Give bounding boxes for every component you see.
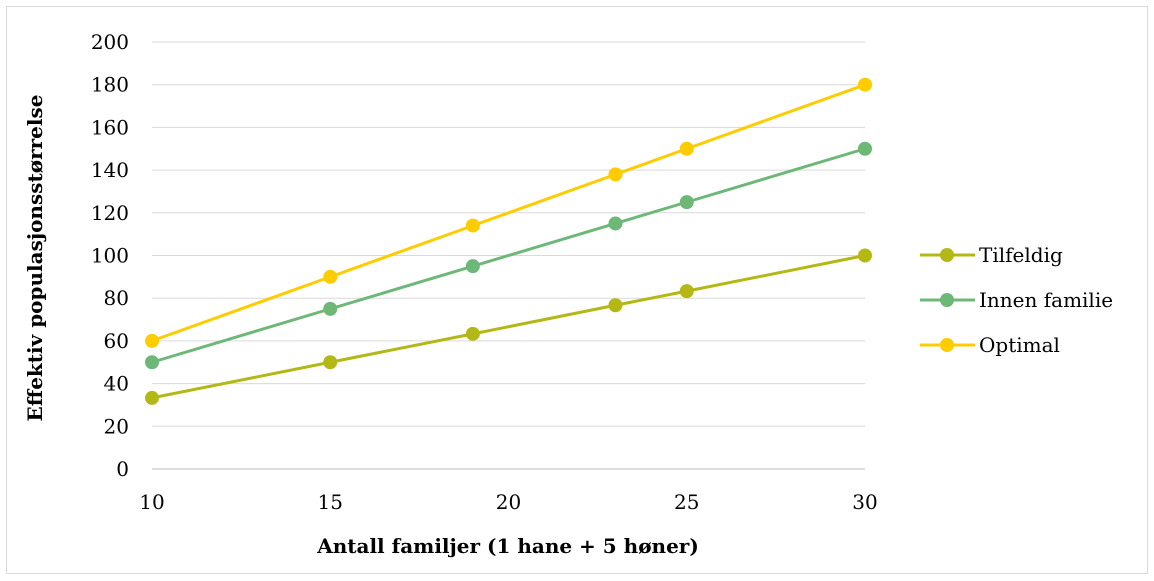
legend-marker: [940, 338, 954, 352]
series-line: [145, 248, 872, 405]
data-point: [858, 141, 872, 156]
y-tick-label: 40: [104, 372, 129, 396]
x-axis-ticks: 10 15 20 25 30: [139, 490, 877, 514]
data-point: [858, 248, 872, 263]
data-point: [323, 301, 338, 316]
legend: Tilfeldig Innen familie Optimal: [920, 243, 1113, 357]
x-axis-title: Antall familjer (1 hane + 5 høner): [316, 534, 699, 558]
series-line: [145, 141, 872, 370]
x-tick-label: 25: [674, 490, 699, 514]
y-tick-label: 0: [116, 457, 129, 481]
y-axis-title: Effektiv populasjonsstørrelse: [23, 95, 47, 422]
x-tick-label: 30: [852, 490, 877, 514]
series-path: [151, 83, 866, 343]
y-tick-label: 160: [91, 115, 129, 139]
legend-entry: Innen familie: [920, 288, 1113, 312]
data-point: [465, 259, 480, 274]
data-point: [608, 167, 623, 182]
data-point: [465, 326, 480, 341]
x-tick-label: 15: [318, 490, 343, 514]
y-tick-label: 20: [104, 414, 129, 438]
gridlines: [152, 41, 865, 470]
y-tick-label: 140: [91, 158, 129, 182]
y-tick-label: 60: [104, 329, 129, 353]
y-tick-label: 120: [91, 201, 129, 225]
data-point: [323, 269, 338, 284]
x-tick-label: 10: [139, 490, 164, 514]
x-tick-label: 20: [496, 490, 521, 514]
legend-marker: [940, 293, 954, 307]
data-point: [145, 355, 159, 370]
legend-entry: Tilfeldig: [920, 243, 1063, 267]
y-tick-label: 80: [104, 286, 129, 310]
series-line: [145, 77, 872, 348]
data-point: [679, 195, 694, 210]
data-point: [465, 218, 480, 233]
series-path: [151, 254, 866, 400]
data-point: [679, 284, 694, 299]
legend-label: Tilfeldig: [979, 243, 1063, 267]
legend-label: Optimal: [979, 333, 1060, 357]
y-tick-label: 180: [91, 73, 129, 97]
data-point: [858, 77, 872, 92]
data-point: [145, 390, 159, 405]
chart-frame: [6, 6, 1148, 574]
y-tick-label: 200: [91, 30, 129, 54]
data-point: [608, 298, 623, 313]
legend-label: Innen familie: [979, 288, 1113, 312]
data-point: [679, 141, 694, 156]
data-point: [145, 333, 159, 348]
series-path: [151, 147, 866, 364]
legend-entry: Optimal: [920, 333, 1060, 357]
series-group: [145, 77, 872, 405]
y-tick-label: 100: [91, 244, 129, 268]
legend-marker: [940, 248, 954, 262]
y-axis-ticks: 0 20 40 60 80 100 120 140 160 180 200: [91, 30, 129, 481]
data-point: [323, 355, 338, 370]
data-point: [608, 216, 623, 231]
